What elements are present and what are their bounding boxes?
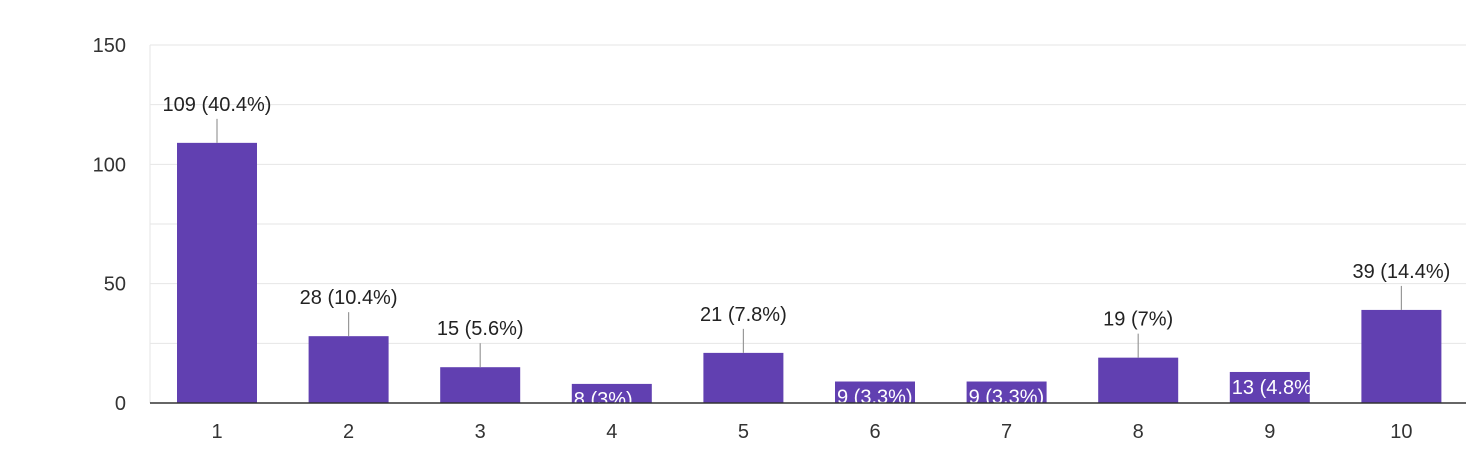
data-label: 9 (3.3%) <box>837 387 913 409</box>
data-label: 39 (14.4%) <box>1352 261 1450 283</box>
bar-9 <box>1229 371 1310 403</box>
y-tick-label: 50 <box>104 274 126 296</box>
y-tick-label: 0 <box>115 393 126 415</box>
x-tick-label: 2 <box>343 421 354 443</box>
bar-8 <box>1098 357 1179 403</box>
data-label: 21 (7.8%) <box>700 304 787 326</box>
data-label: 19 (7%) <box>1103 309 1173 331</box>
bar-7 <box>966 381 1047 403</box>
data-label: 8 (3%) <box>574 389 633 411</box>
x-tick-label: 3 <box>475 421 486 443</box>
bar-10 <box>1361 309 1442 403</box>
x-tick-label: 1 <box>211 421 222 443</box>
bar-2 <box>308 336 389 403</box>
data-label: 15 (5.6%) <box>437 318 524 340</box>
data-label: 13 (4.8%) <box>1232 377 1319 399</box>
bar-4 <box>571 383 652 403</box>
data-label: 28 (10.4%) <box>300 287 398 309</box>
x-tick-label: 5 <box>738 421 749 443</box>
y-tick-label: 150 <box>93 35 126 57</box>
bar-1 <box>177 142 257 403</box>
data-label: 109 (40.4%) <box>163 94 272 116</box>
x-tick-label: 9 <box>1264 421 1275 443</box>
y-tick-label: 100 <box>93 154 126 176</box>
x-tick-label: 6 <box>869 421 880 443</box>
bar-6 <box>835 381 915 403</box>
data-label: 9 (3.3%) <box>969 387 1045 409</box>
x-tick-label: 8 <box>1133 421 1144 443</box>
bar-3 <box>440 367 521 403</box>
x-tick-label: 7 <box>1001 421 1012 443</box>
bar-5 <box>703 352 784 403</box>
x-tick-label: 10 <box>1390 421 1412 443</box>
x-tick-label: 4 <box>606 421 617 443</box>
